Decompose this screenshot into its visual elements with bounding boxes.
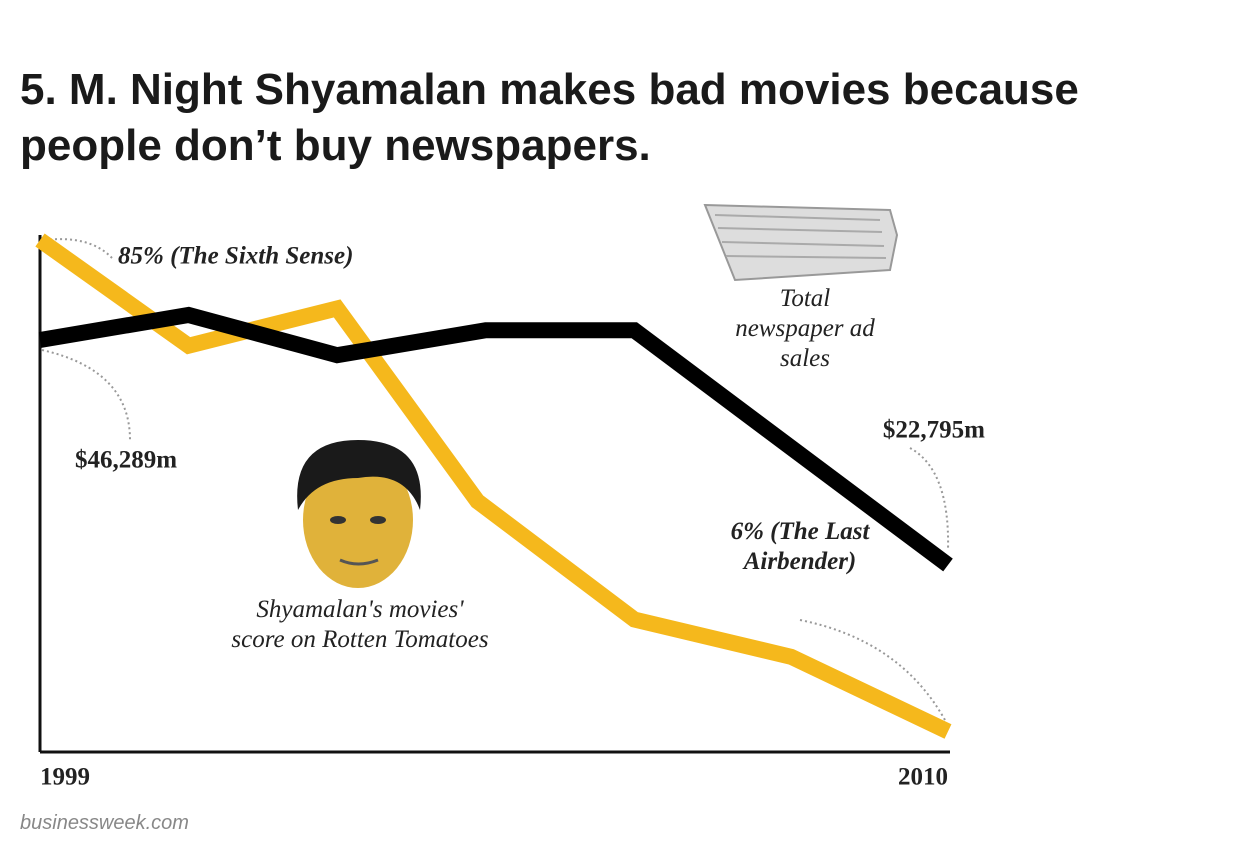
series-line (35, 233, 952, 739)
series-label: Shyamalan's movies' score on Rotten Toma… (231, 596, 489, 653)
x-tick-label: 2010 (898, 764, 948, 791)
series-line (38, 306, 953, 572)
value-label: $22,795m (883, 417, 985, 444)
x-tick-label: 1999 (40, 764, 90, 791)
series-label: Total newspaper ad sales (735, 285, 875, 372)
headline: 5. M. Night Shyamalan makes bad movies b… (20, 65, 1079, 170)
value-label: $46,289m (75, 447, 177, 474)
newspaper-icon (703, 203, 899, 282)
face-icon (297, 440, 421, 588)
leader-lines (41, 238, 950, 721)
value-label: 6% (The Last Airbender) (730, 518, 870, 575)
source: businessweek.com (20, 812, 189, 834)
value-label: 85% (The Sixth Sense) (118, 243, 353, 270)
